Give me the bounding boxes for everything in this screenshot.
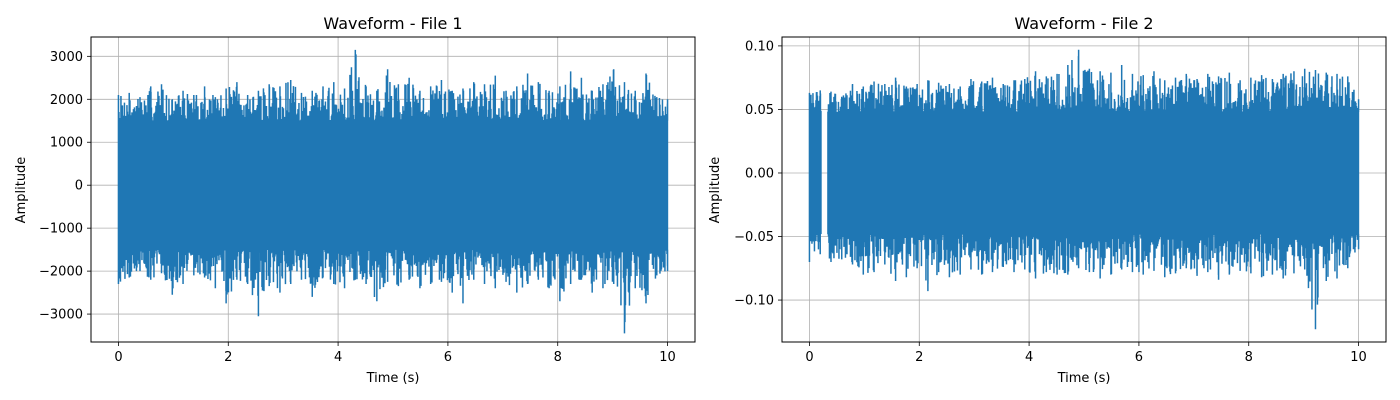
x-tick-label: 8	[554, 350, 562, 365]
waveform-line	[117, 49, 669, 334]
y-tick-label: 0.05	[745, 103, 774, 118]
y-tick-label: 2000	[50, 93, 83, 108]
panel-2-y-label: Amplitude	[708, 157, 723, 224]
x-tick-label: 4	[1025, 350, 1033, 365]
panel-2-waveform	[808, 49, 1360, 330]
y-tick-label: −1000	[39, 222, 83, 237]
panel-1-title: Waveform - File 1	[323, 14, 462, 33]
x-tick-label: 6	[1135, 350, 1143, 365]
y-tick-label: −3000	[39, 308, 83, 323]
panel-1-x-ticks: 0 2 4 6 8 10	[114, 342, 676, 365]
x-tick-label: 6	[444, 350, 452, 365]
panel-1-waveform	[117, 49, 669, 334]
panel-2-x-ticks: 0 2 4 6 8 10	[805, 342, 1367, 365]
panel-2-x-label: Time (s)	[1057, 371, 1111, 386]
y-tick-label: 0.10	[745, 39, 774, 54]
x-tick-label: 2	[915, 350, 923, 365]
x-tick-label: 10	[1350, 350, 1367, 365]
x-tick-label: 8	[1245, 350, 1253, 365]
x-tick-label: 10	[659, 350, 676, 365]
panel-1-y-label: Amplitude	[14, 157, 29, 224]
y-tick-label: 3000	[50, 50, 83, 65]
waveform-line	[808, 49, 1360, 330]
x-tick-label: 4	[334, 350, 342, 365]
panel-2-y-ticks: −0.10 −0.05 0.00 0.05 0.10	[734, 39, 782, 309]
y-tick-label: 0.00	[745, 166, 774, 181]
panel-1-y-ticks: −3000 −2000 −1000 0 1000 2000 3000	[39, 50, 91, 323]
panel-1-axes-frame	[90, 36, 696, 343]
y-tick-label: −0.05	[734, 230, 774, 245]
panel-2-axes-frame	[781, 36, 1387, 343]
y-tick-label: −2000	[39, 265, 83, 280]
panel-2-title: Waveform - File 2	[1014, 14, 1153, 33]
panel-1: 0 2 4 6 8 10 −3000 −2000 −1000 0 1000 2000 3000 Wav…	[14, 14, 696, 386]
x-tick-label: 0	[114, 350, 122, 365]
y-tick-label: 1000	[50, 136, 83, 151]
panel-2: 0 2 4 6 8 10 −0.10 −0.05 0.00 0.05 0.10 Waveform …	[708, 14, 1387, 386]
x-tick-label: 0	[805, 350, 813, 365]
panel-1-x-label: Time (s)	[366, 371, 420, 386]
y-tick-label: 0	[75, 179, 83, 194]
y-tick-label: −0.10	[734, 294, 774, 309]
x-tick-label: 2	[224, 350, 232, 365]
